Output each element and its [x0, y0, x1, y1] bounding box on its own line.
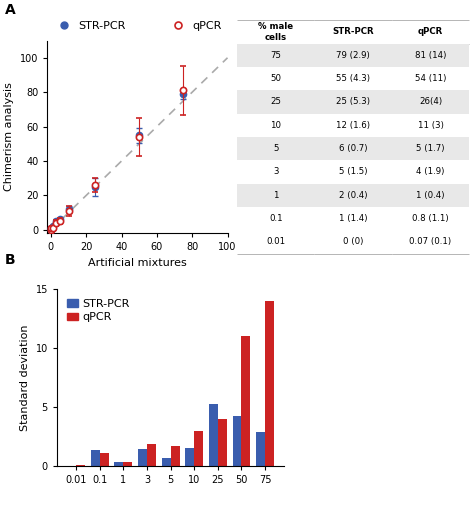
- Bar: [91, 450, 100, 466]
- Y-axis label: Chimerism analysis: Chimerism analysis: [4, 83, 14, 191]
- X-axis label: Artificial mixtures: Artificial mixtures: [88, 258, 187, 268]
- Bar: [209, 404, 218, 466]
- Bar: [233, 416, 241, 466]
- Bar: [123, 462, 132, 466]
- Bar: [100, 453, 109, 466]
- Bar: [194, 431, 203, 466]
- Text: A: A: [5, 3, 16, 17]
- Text: B: B: [5, 254, 15, 268]
- Bar: [218, 419, 227, 466]
- Bar: [256, 432, 265, 466]
- Bar: [265, 301, 274, 466]
- Y-axis label: Standard deviation: Standard deviation: [20, 324, 30, 431]
- Bar: [241, 336, 250, 466]
- Legend: STR-PCR, qPCR: STR-PCR, qPCR: [53, 21, 222, 31]
- Bar: [171, 446, 180, 466]
- Bar: [76, 465, 85, 466]
- Legend: STR-PCR, qPCR: STR-PCR, qPCR: [63, 295, 134, 327]
- Bar: [185, 448, 194, 466]
- Bar: [147, 444, 156, 466]
- Bar: [162, 458, 171, 466]
- Bar: [114, 462, 123, 466]
- Bar: [138, 449, 147, 466]
